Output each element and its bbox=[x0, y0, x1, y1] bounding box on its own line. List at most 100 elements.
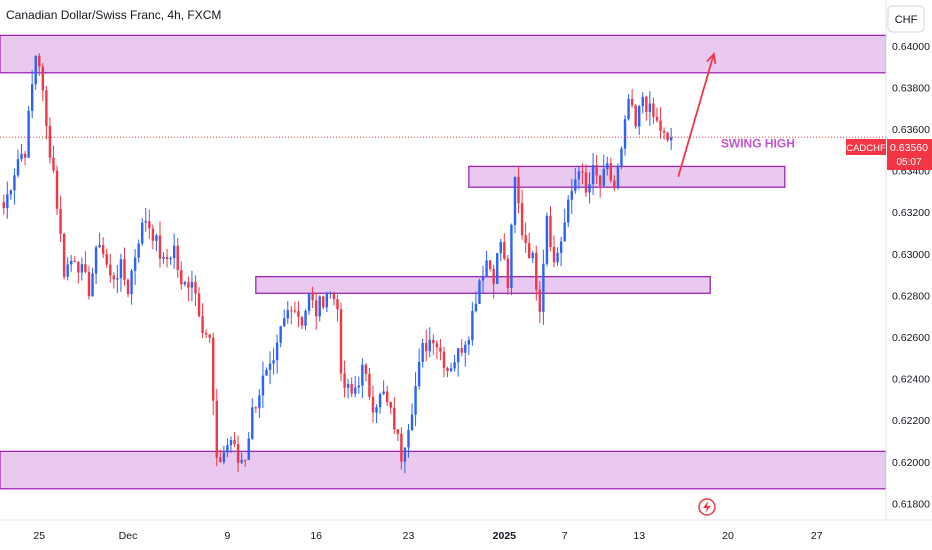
candle-body bbox=[112, 275, 116, 280]
current-price-value: 0.63560 bbox=[890, 142, 928, 154]
candle-body bbox=[109, 264, 112, 276]
candle-body bbox=[400, 433, 403, 462]
candle-body bbox=[45, 90, 48, 127]
candle-body bbox=[421, 343, 424, 362]
price-axis[interactable]: 0.640000.638000.636000.634000.632000.630… bbox=[892, 41, 930, 511]
candle-body bbox=[385, 391, 389, 402]
candle-body bbox=[666, 132, 669, 141]
candle-body bbox=[101, 245, 105, 254]
candle-body bbox=[233, 440, 236, 444]
candle-body bbox=[176, 245, 179, 271]
candle-body bbox=[417, 361, 421, 387]
zone-1 bbox=[468, 165, 786, 188]
time-tick-label: 25 bbox=[33, 530, 45, 542]
candle-body bbox=[662, 130, 666, 133]
candle-body bbox=[126, 279, 130, 295]
time-tick-label: 13 bbox=[633, 530, 645, 542]
candle-body bbox=[403, 447, 407, 462]
candle-body bbox=[407, 430, 410, 448]
candle-body bbox=[123, 259, 126, 280]
time-tick-label: Dec bbox=[119, 530, 138, 542]
time-axis[interactable]: 25 Dec 9 16 23 2025 7 13 20 27 bbox=[33, 530, 822, 542]
currency-button[interactable] bbox=[887, 5, 925, 33]
time-tick-label: 20 bbox=[722, 530, 734, 542]
candle-body bbox=[325, 293, 329, 308]
candle-body bbox=[648, 103, 652, 112]
current-price-tag: CADCHF 0.63560 05:07 bbox=[846, 139, 932, 170]
candle-body bbox=[197, 293, 201, 317]
candle-body bbox=[77, 261, 80, 273]
candle-body bbox=[62, 233, 66, 277]
candle-body bbox=[208, 334, 211, 338]
candle-body bbox=[531, 252, 534, 259]
candle-body bbox=[229, 440, 233, 446]
price-tick-label: 0.62200 bbox=[892, 415, 930, 427]
candle-body bbox=[48, 126, 52, 158]
candle-body bbox=[623, 119, 627, 149]
candle-body bbox=[559, 241, 563, 253]
candle-body bbox=[272, 360, 275, 364]
candle-body bbox=[219, 457, 222, 462]
candle-body bbox=[464, 344, 467, 353]
candle-body bbox=[286, 310, 289, 319]
candle-body bbox=[34, 55, 37, 85]
candle-body bbox=[577, 171, 581, 180]
candle-body bbox=[144, 221, 147, 223]
candle-body bbox=[432, 339, 435, 344]
candle-body bbox=[84, 264, 87, 273]
candle-body bbox=[265, 369, 268, 376]
arrow-head bbox=[706, 52, 717, 65]
price-tick-label: 0.63000 bbox=[892, 249, 930, 261]
bar-countdown: 05:07 bbox=[896, 157, 921, 168]
candle-body bbox=[247, 438, 250, 460]
candle-body bbox=[503, 242, 506, 259]
chart-title: Canadian Dollar/Swiss Franc, 4h, FXCM bbox=[6, 8, 222, 22]
candle-body bbox=[23, 153, 27, 158]
candle-body bbox=[357, 385, 360, 388]
candle-body bbox=[155, 235, 158, 241]
candle-body bbox=[542, 263, 545, 312]
candle-body bbox=[368, 373, 371, 397]
candle-body bbox=[527, 243, 531, 259]
time-tick-label: 23 bbox=[403, 530, 415, 542]
candle-body bbox=[389, 401, 392, 408]
candle-body bbox=[538, 289, 542, 312]
candle-body bbox=[467, 340, 471, 345]
candle-body bbox=[41, 66, 45, 91]
candle-body bbox=[94, 247, 98, 274]
candle-body bbox=[332, 293, 336, 300]
candle-body bbox=[375, 407, 378, 413]
candle-body bbox=[520, 203, 524, 236]
candle-body bbox=[549, 215, 552, 247]
candle-body bbox=[105, 253, 108, 265]
candle-body bbox=[236, 443, 240, 463]
price-tick-label: 0.62000 bbox=[892, 457, 930, 469]
candle-body bbox=[393, 407, 396, 430]
candle-body bbox=[613, 180, 616, 188]
candle-body bbox=[510, 224, 513, 288]
candle-body bbox=[481, 276, 485, 281]
candle-body bbox=[513, 176, 517, 225]
projection-arrow bbox=[677, 52, 717, 178]
candle-body bbox=[311, 293, 314, 301]
candle-body bbox=[318, 296, 321, 317]
candle-body bbox=[524, 235, 527, 244]
candle-body bbox=[655, 116, 659, 121]
candle-body bbox=[251, 407, 254, 439]
candle-body bbox=[98, 245, 101, 248]
candle-body bbox=[350, 384, 353, 394]
candle-body bbox=[488, 260, 492, 269]
candle-body bbox=[180, 270, 183, 285]
candle-body bbox=[669, 137, 673, 141]
candle-body bbox=[300, 316, 304, 326]
candle-body bbox=[226, 445, 229, 453]
candle-body bbox=[148, 221, 151, 229]
candle-body bbox=[396, 429, 400, 434]
candle-body bbox=[645, 96, 648, 112]
candle-body bbox=[87, 272, 91, 297]
candle-body bbox=[141, 222, 144, 244]
candle-body bbox=[304, 310, 307, 326]
lightning-event-icon[interactable] bbox=[698, 498, 716, 516]
candle-body bbox=[492, 268, 495, 284]
